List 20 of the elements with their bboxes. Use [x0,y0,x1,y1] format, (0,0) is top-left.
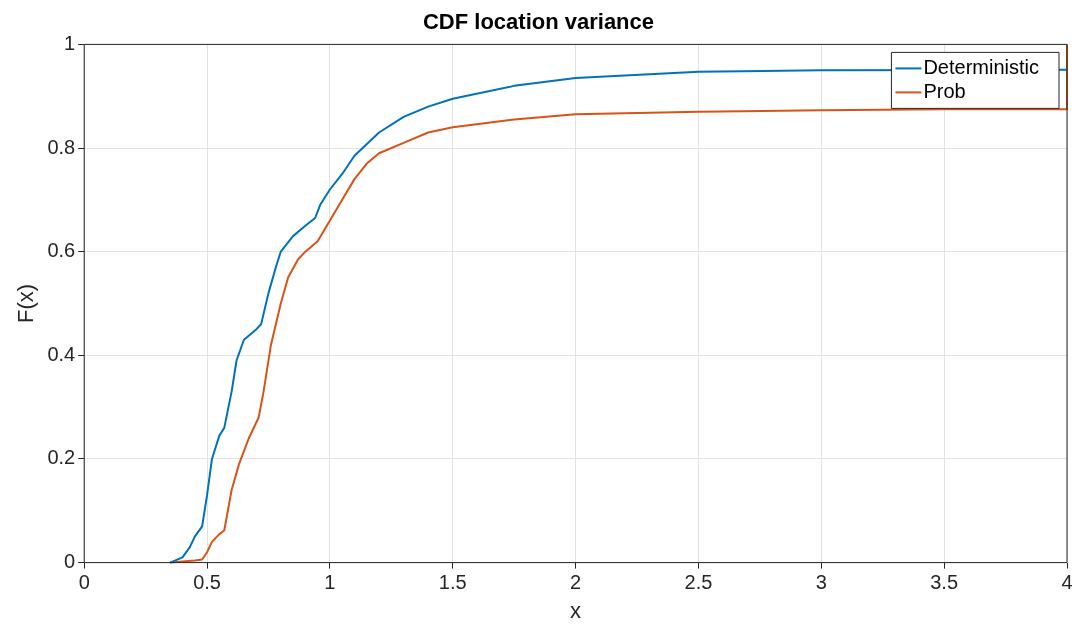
x-tick-label: 0.5 [193,571,221,594]
y-tick-label: 0.6 [47,239,76,262]
legend-label: Prob [923,79,966,102]
chart-title: CDF location variance [422,9,655,35]
x-tick-label: 1.5 [438,571,467,594]
y-tick-label: 0.4 [47,342,76,365]
x-tick-label: 3.5 [930,571,959,594]
legend-label: Deterministic [923,55,1039,78]
x-axis-title: x [570,597,582,623]
x-tick-label: 4 [1061,571,1073,594]
y-axis-title: F(x) [13,283,39,324]
y-tick-label: 0 [64,550,76,573]
x-tick-label: 0 [78,571,90,594]
y-tick-label: 0.2 [47,446,76,469]
x-tick-label: 2.5 [684,571,713,594]
x-tick-label: 3 [815,571,827,594]
x-tick-label: 2 [570,571,582,594]
x-tick-label: 1 [324,571,336,594]
y-tick-label: 1 [64,31,76,54]
y-tick-label: 0.8 [47,135,76,158]
